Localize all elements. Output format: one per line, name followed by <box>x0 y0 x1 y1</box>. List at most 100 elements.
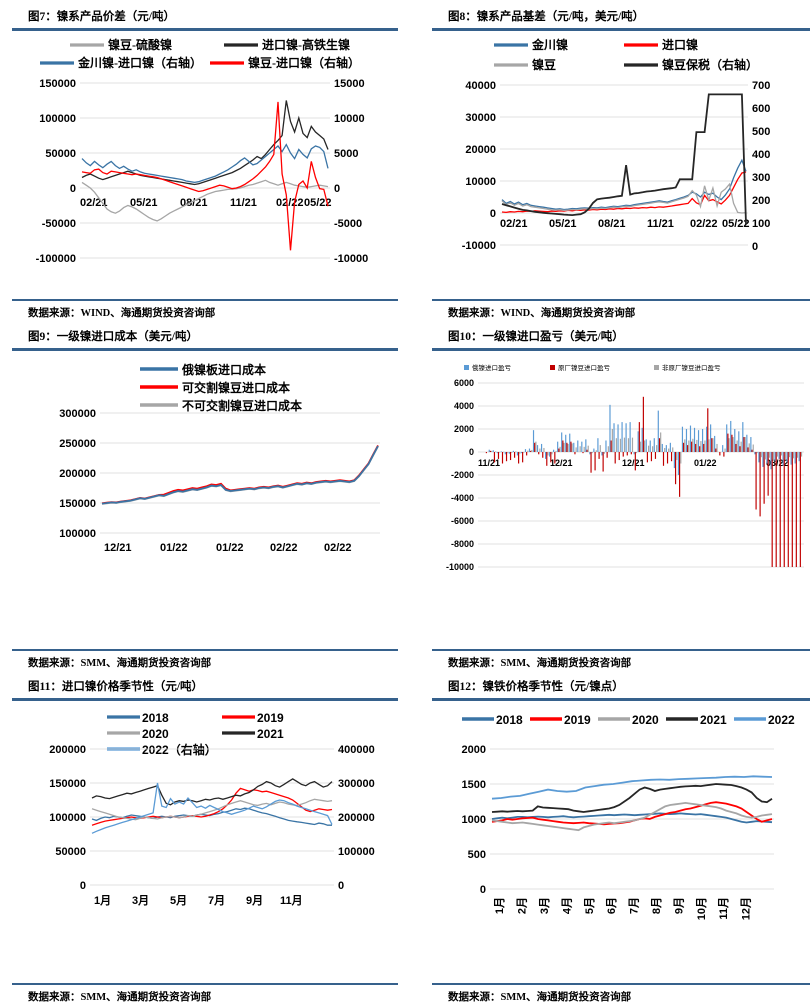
svg-text:100000: 100000 <box>49 812 86 824</box>
bar <box>719 452 721 456</box>
bar <box>674 452 677 485</box>
svg-text:9月: 9月 <box>246 894 263 907</box>
svg-text:-6000: -6000 <box>451 516 474 526</box>
bar <box>723 452 725 457</box>
bar <box>542 452 544 458</box>
bar <box>701 429 704 452</box>
legend-label: 2021 <box>257 727 284 741</box>
bar <box>535 441 537 452</box>
panel-title-fig12: 图12：镍铁价格季节性（元/镍点） <box>448 681 624 693</box>
bar <box>518 452 520 464</box>
panel-fig9: 图9：一级镍进口成本（美元/吨） 俄镍板进口成本 可交割镍豆进口成本 不可交割镍… <box>10 320 400 670</box>
bar <box>583 446 585 452</box>
bar <box>681 426 684 452</box>
legend-label: 进口镍 <box>662 37 698 52</box>
svg-text:-4000: -4000 <box>451 493 474 503</box>
title-rule-fig8 <box>432 28 810 31</box>
bar <box>736 440 738 452</box>
xaxis-fig11: 1月 3月 5月 7月 9月 11月 <box>94 894 303 907</box>
svg-text:02/21: 02/21 <box>500 218 528 230</box>
svg-text:-10000: -10000 <box>334 253 368 265</box>
bar <box>791 452 793 567</box>
bar <box>485 452 487 454</box>
bar <box>689 425 692 452</box>
gridlines-fig9 <box>100 412 380 534</box>
yaxis-left-fig11: 200000 150000 100000 50000 0 <box>49 744 86 892</box>
bar <box>637 431 639 452</box>
bar <box>603 452 605 454</box>
bar <box>570 441 572 452</box>
source-rule-fig11 <box>12 983 398 985</box>
bar <box>783 452 785 567</box>
bar <box>549 452 551 457</box>
bar <box>752 444 754 452</box>
bar <box>699 446 701 452</box>
bar <box>756 452 758 454</box>
svg-text:100: 100 <box>752 218 770 230</box>
gridlines-fig10 <box>478 382 804 568</box>
plot-fig8 <box>501 93 747 225</box>
title-rule-fig12 <box>432 698 810 701</box>
plot-fig7 <box>81 100 329 251</box>
legend-label: 镍豆 <box>532 57 556 72</box>
svg-text:50000: 50000 <box>45 148 76 160</box>
bar <box>593 448 595 452</box>
bar <box>551 452 553 455</box>
chart-fig11: 2018 2019 2020 2021 2022（右轴） <box>12 701 398 983</box>
panel-title-fig8: 图8：镍系产品基差（元/吨，美元/吨） <box>448 11 645 23</box>
panel-fig12: 图12：镍铁价格季节性（元/镍点） 2018 2019 2020 2021 20… <box>430 670 810 1004</box>
bar <box>750 437 752 452</box>
bar <box>571 443 573 453</box>
bar <box>493 452 496 463</box>
bar <box>666 452 669 464</box>
svg-text:6000: 6000 <box>454 378 474 388</box>
chart-fig7: 镍豆-硫酸镍 进口镍-高铁生镍 金川镍-进口镍（右轴） 镍豆-进口镍（右轴） <box>12 31 398 299</box>
legend-label: 镍豆-硫酸镍 <box>108 37 172 52</box>
bar <box>503 451 505 453</box>
legend-fig12: 2018 2019 2020 2021 2022 <box>462 713 795 727</box>
svg-text:3月: 3月 <box>132 894 149 907</box>
bar <box>609 404 611 452</box>
svg-text:05/22: 05/22 <box>304 197 332 209</box>
xaxis-tick-label: 2月 <box>516 897 529 914</box>
bar <box>605 440 607 452</box>
chart-svg-fig7: 镍豆-硫酸镍 进口镍-高铁生镍 金川镍-进口镍（右轴） 镍豆-进口镍（右轴） <box>36 37 369 265</box>
bar <box>492 450 494 452</box>
svg-text:200000: 200000 <box>59 468 96 480</box>
bar <box>799 452 801 567</box>
bar <box>670 452 673 462</box>
chart-fig8: 金川镍 进口镍 镍豆 镍豆保税（右轴） <box>432 31 810 299</box>
bar <box>712 438 714 452</box>
bar <box>577 440 579 452</box>
bar <box>505 452 508 462</box>
svg-text:200: 200 <box>752 195 770 207</box>
bar <box>707 408 709 452</box>
svg-text:03/22: 03/22 <box>766 458 789 468</box>
bar <box>654 452 657 459</box>
svg-text:600: 600 <box>752 103 770 115</box>
svg-text:02/21: 02/21 <box>80 197 108 209</box>
svg-text:300000: 300000 <box>59 408 96 420</box>
bar <box>774 452 776 462</box>
bar <box>703 443 705 452</box>
chart-svg-fig12: 2018 2019 2020 2021 2022 <box>462 713 796 920</box>
svg-text:02/22: 02/22 <box>690 218 718 230</box>
bar <box>787 452 789 567</box>
bar <box>764 452 766 460</box>
bar <box>635 452 638 454</box>
bar <box>778 452 780 459</box>
chart-fig10: 俄镍进口盈亏 原厂镍豆进口盈亏 非原厂镍豆进口盈亏 <box>432 351 810 649</box>
bar <box>704 440 706 452</box>
xaxis-tick-label: 8月 <box>650 897 663 914</box>
svg-text:50000: 50000 <box>55 846 86 858</box>
svg-text:12/21: 12/21 <box>550 458 573 468</box>
panel-source-fig9: 数据来源：SMM、海通期货投资咨询部 <box>28 658 212 669</box>
plot-fig12 <box>491 775 773 832</box>
bar <box>660 432 662 452</box>
bar <box>751 449 753 452</box>
bar <box>679 452 681 497</box>
yaxis-right-fig11: 400000 300000 200000 100000 0 <box>338 744 375 892</box>
legend-label: 2019 <box>257 711 284 725</box>
bar <box>629 422 631 452</box>
panel-title-fig11: 图11：进口镍价格季节性（元/吨） <box>28 681 204 693</box>
